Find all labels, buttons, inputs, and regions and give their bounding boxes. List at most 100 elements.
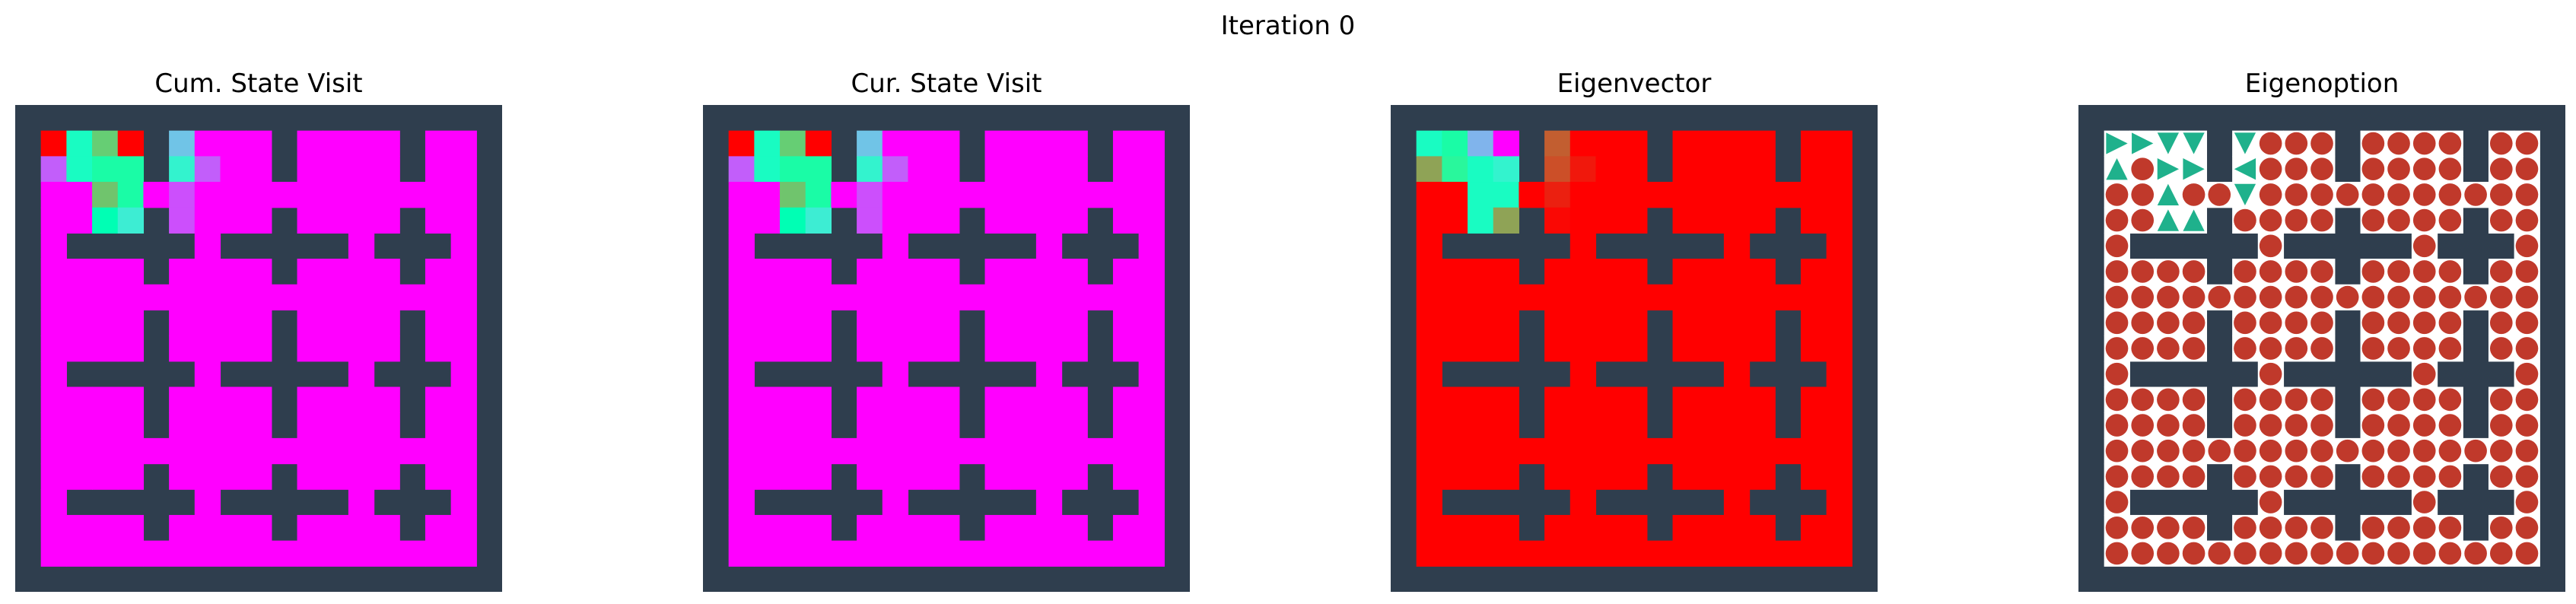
heatmap-cell	[374, 437, 400, 465]
heatmap-cell	[194, 284, 221, 311]
heatmap-cell	[1442, 412, 1468, 439]
heatmap-cell	[728, 463, 755, 490]
heatmap-cell	[1010, 514, 1037, 542]
heatmap-cell	[1112, 310, 1140, 336]
terminate-marker	[2387, 311, 2410, 335]
heatmap-cell	[1112, 540, 1140, 567]
heatmap-cell	[908, 437, 934, 465]
heatmap-cell	[1672, 310, 1699, 336]
heatmap-cell	[374, 156, 400, 183]
heatmap-cell	[143, 182, 170, 208]
heatmap-cell	[1749, 335, 1776, 362]
heatmap-cell	[728, 182, 755, 208]
heatmap-cell	[1416, 386, 1442, 413]
heatmap-cell	[728, 335, 755, 362]
terminate-marker	[2285, 516, 2308, 539]
terminate-marker	[2131, 516, 2155, 539]
heatmap-cell	[1468, 514, 1494, 542]
heatmap-cell	[1698, 207, 1725, 234]
heatmap-cell	[374, 207, 400, 234]
terminate-marker	[2387, 285, 2410, 309]
terminate-marker	[2131, 183, 2155, 206]
heatmap-cell	[117, 156, 145, 183]
terminate-marker	[2285, 157, 2308, 181]
heatmap-cell	[984, 514, 1011, 542]
heatmap-cell	[1035, 156, 1063, 183]
heatmap-cell	[194, 156, 221, 183]
heatmap-cell	[728, 437, 755, 465]
heatmap-cell	[117, 437, 145, 465]
heatmap-cell	[1112, 130, 1140, 157]
heatmap-cell	[933, 284, 960, 311]
heatmap-cell	[271, 437, 298, 465]
heatmap-cum-state-visit	[15, 105, 502, 592]
heatmap-cell	[66, 182, 93, 208]
heatmap-cell	[169, 386, 196, 413]
heatmap-cell	[40, 386, 67, 413]
terminate-marker	[2336, 439, 2359, 463]
terminate-marker	[2310, 439, 2333, 463]
terminate-marker	[2361, 183, 2385, 206]
heatmap-cell	[425, 259, 452, 285]
heatmap-cell	[1061, 182, 1088, 208]
heatmap-cell	[1595, 437, 1622, 465]
heatmap-cell	[374, 182, 400, 208]
terminate-marker	[2182, 311, 2206, 335]
heatmap-cell	[1112, 284, 1140, 311]
heatmap-cell	[1569, 412, 1597, 439]
heatmap-cell	[246, 284, 272, 311]
terminate-marker	[2361, 208, 2385, 232]
heatmap-cell	[1723, 386, 1751, 413]
heatmap-cell	[297, 540, 323, 567]
heatmap-cell	[117, 335, 145, 362]
terminate-marker	[2182, 439, 2206, 463]
heatmap-cell	[1672, 207, 1699, 234]
terminate-marker	[2438, 208, 2462, 232]
heatmap-cell	[984, 437, 1011, 465]
heatmap-cell	[754, 463, 781, 490]
heatmap-cell	[1595, 514, 1622, 542]
heatmap-cell	[1138, 182, 1165, 208]
terminate-marker	[2157, 414, 2180, 437]
terminate-marker	[2515, 388, 2539, 412]
heatmap-cell	[1493, 386, 1520, 413]
heatmap-cell	[882, 233, 909, 259]
heatmap-cell	[1416, 335, 1442, 362]
terminate-marker	[2285, 414, 2308, 437]
terminate-marker	[2361, 285, 2385, 309]
heatmap-cell	[882, 182, 909, 208]
heatmap-cell	[908, 284, 934, 311]
heatmap-cell	[323, 182, 349, 208]
heatmap-cell	[1826, 335, 1852, 362]
heatmap-cell	[117, 463, 145, 490]
terminate-marker	[2515, 465, 2539, 488]
heatmap-cell	[374, 259, 400, 285]
heatmap-cell	[1723, 182, 1751, 208]
heatmap-cell	[1544, 540, 1571, 567]
heatmap-cell	[220, 412, 246, 439]
terminate-marker	[2412, 234, 2436, 258]
heatmap-cell	[1749, 156, 1776, 183]
heatmap-cell	[831, 540, 857, 567]
heatmap-cell	[754, 540, 781, 567]
terminate-marker	[2285, 388, 2308, 412]
terminate-marker	[2157, 260, 2180, 283]
heatmap-cell	[1010, 284, 1037, 311]
heatmap-cell	[1035, 463, 1063, 490]
terminate-marker	[2310, 542, 2333, 565]
heatmap-cell	[1138, 335, 1165, 362]
heatmap-cell	[1544, 463, 1571, 490]
heatmap-cell	[425, 335, 452, 362]
terminate-marker	[2515, 311, 2539, 335]
heatmap-cell	[450, 514, 477, 542]
terminate-marker	[2515, 414, 2539, 437]
heatmap-cell	[297, 386, 323, 413]
heatmap-cell	[882, 361, 909, 388]
heatmap-cell	[1112, 412, 1140, 439]
heatmap-cell	[933, 130, 960, 157]
terminate-marker	[2105, 542, 2129, 565]
heatmap-cell	[1698, 514, 1725, 542]
terminate-marker	[2412, 157, 2436, 181]
heatmap-cell	[1493, 412, 1520, 439]
heatmap-cell	[805, 259, 832, 285]
